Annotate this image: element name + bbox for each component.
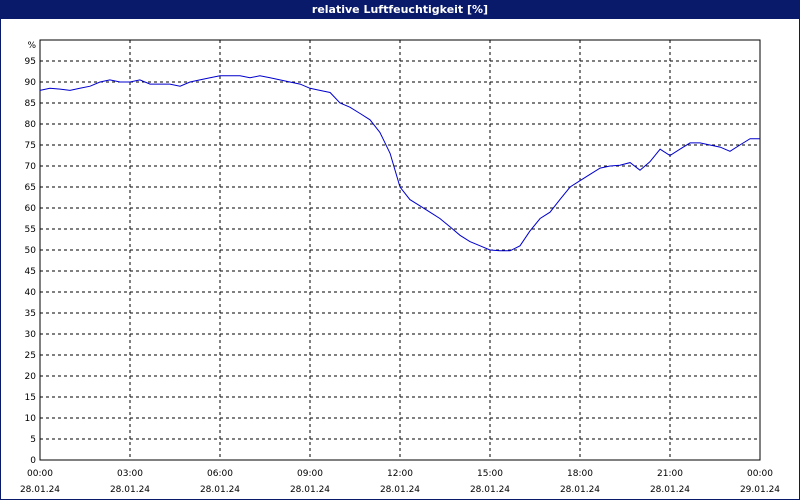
x-tick-time-label: 00:00 xyxy=(747,469,773,479)
y-tick-label: 70 xyxy=(25,162,37,172)
y-tick-label: 40 xyxy=(25,288,37,298)
y-tick-label: 90 xyxy=(25,78,37,88)
y-tick-label: 5 xyxy=(30,435,36,445)
x-tick-date-label: 28.01.24 xyxy=(380,485,420,495)
x-tick-date-label: 28.01.24 xyxy=(200,485,240,495)
x-tick-date-label: 28.01.24 xyxy=(560,485,600,495)
y-tick-label: 60 xyxy=(25,204,37,214)
x-tick-date-label: 29.01.24 xyxy=(740,485,780,495)
x-tick-date-label: 28.01.24 xyxy=(470,485,510,495)
y-tick-label: 95 xyxy=(25,57,36,67)
y-tick-label: 30 xyxy=(25,330,37,340)
series-group xyxy=(39,75,760,252)
y-tick-label: 15 xyxy=(25,393,36,403)
y-tick-label: 80 xyxy=(25,120,37,130)
y-axis-ticks: 0 5 10 15 20 25 30 35 40 45 50 55 60 65 70 75 80 85 90 95 xyxy=(25,57,37,466)
y-tick-label: 55 xyxy=(25,225,36,235)
y-tick-label: 45 xyxy=(25,267,36,277)
x-tick-time-label: 03:00 xyxy=(117,469,143,479)
x-tick-time-label: 18:00 xyxy=(567,469,593,479)
y-tick-label: 35 xyxy=(25,309,36,319)
x-tick-time-label: 00:00 xyxy=(27,469,53,479)
grid-lines xyxy=(40,40,760,460)
y-tick-label: 0 xyxy=(30,456,36,466)
y-tick-label: 20 xyxy=(25,372,37,382)
x-tick-date-label: 28.01.24 xyxy=(20,485,60,495)
x-tick-time-label: 09:00 xyxy=(297,469,323,479)
x-tick-time-label: 12:00 xyxy=(387,469,413,479)
x-tick-time-label: 21:00 xyxy=(657,469,683,479)
y-tick-label: 25 xyxy=(25,351,36,361)
y-tick-label: 75 xyxy=(25,141,36,151)
y-axis-label: % xyxy=(27,41,36,51)
x-tick-date-label: 28.01.24 xyxy=(290,485,330,495)
y-tick-label: 85 xyxy=(25,99,36,109)
series-line xyxy=(39,75,760,252)
x-tick-date-label: 28.01.24 xyxy=(650,485,690,495)
x-tick-date-label: 28.01.24 xyxy=(110,485,150,495)
x-tick-time-label: 15:00 xyxy=(477,469,503,479)
x-axis-ticks: 00:00 28.01.24 03:00 28.01.24 06:00 28.01.24 0… xyxy=(20,469,780,495)
y-tick-label: 50 xyxy=(25,246,37,256)
y-tick-label: 65 xyxy=(25,183,36,193)
x-tick-time-label: 06:00 xyxy=(207,469,233,479)
chart-title: relative Luftfeuchtigkeit [%] xyxy=(0,0,800,19)
y-tick-label: 10 xyxy=(25,414,37,424)
